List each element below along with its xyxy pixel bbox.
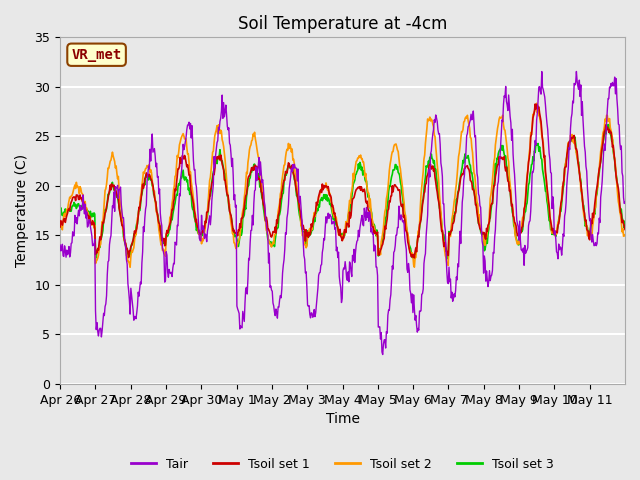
Tair [433, 119, 441, 124]
Tair [621, 199, 629, 205]
Tsoil set 1 [410, 255, 418, 261]
Legend: Tair, Tsoil set 1, Tsoil set 2, Tsoil set 3: Tair, Tsoil set 1, Tsoil set 2, Tsoil se… [127, 453, 559, 476]
Tsoil set 2 [227, 220, 235, 226]
Tsoil set 2 [276, 191, 284, 197]
Tsoil set 1 [433, 189, 441, 195]
Tsoil set 3 [433, 174, 440, 180]
Tsoil set 3 [444, 256, 451, 262]
Tair [255, 163, 262, 169]
Tair [276, 297, 284, 303]
X-axis label: Time: Time [326, 412, 360, 426]
Text: VR_met: VR_met [72, 48, 122, 62]
Line: Tsoil set 1: Tsoil set 1 [60, 104, 625, 258]
Tsoil set 3 [123, 244, 131, 250]
Tsoil set 2 [56, 221, 64, 227]
Tsoil set 1 [56, 224, 64, 230]
Tsoil set 1 [227, 210, 234, 216]
Title: Soil Temperature at -4cm: Soil Temperature at -4cm [238, 15, 447, 33]
Tsoil set 1 [123, 246, 131, 252]
Tair [402, 241, 410, 247]
Tair [227, 142, 234, 148]
Tsoil set 2 [532, 100, 540, 106]
Tsoil set 2 [126, 264, 134, 270]
Tsoil set 1 [531, 101, 539, 107]
Y-axis label: Temperature (C): Temperature (C) [15, 154, 29, 267]
Line: Tsoil set 3: Tsoil set 3 [60, 124, 625, 259]
Tsoil set 1 [276, 207, 284, 213]
Tsoil set 1 [621, 227, 629, 232]
Tsoil set 3 [56, 208, 64, 214]
Tsoil set 1 [255, 176, 262, 182]
Tsoil set 2 [433, 162, 441, 168]
Tair [123, 257, 131, 263]
Tsoil set 1 [401, 217, 409, 223]
Tair [56, 242, 64, 248]
Tsoil set 3 [255, 174, 262, 180]
Tsoil set 3 [276, 212, 284, 217]
Tsoil set 2 [123, 253, 131, 259]
Tsoil set 3 [621, 218, 629, 224]
Line: Tsoil set 2: Tsoil set 2 [60, 103, 625, 267]
Tsoil set 3 [603, 121, 611, 127]
Line: Tair: Tair [60, 72, 625, 355]
Tsoil set 2 [621, 232, 629, 238]
Tsoil set 3 [227, 212, 234, 217]
Tsoil set 2 [255, 155, 263, 161]
Tsoil set 2 [402, 213, 410, 218]
Tair [379, 352, 387, 358]
Tsoil set 3 [401, 212, 409, 217]
Tair [573, 69, 580, 74]
